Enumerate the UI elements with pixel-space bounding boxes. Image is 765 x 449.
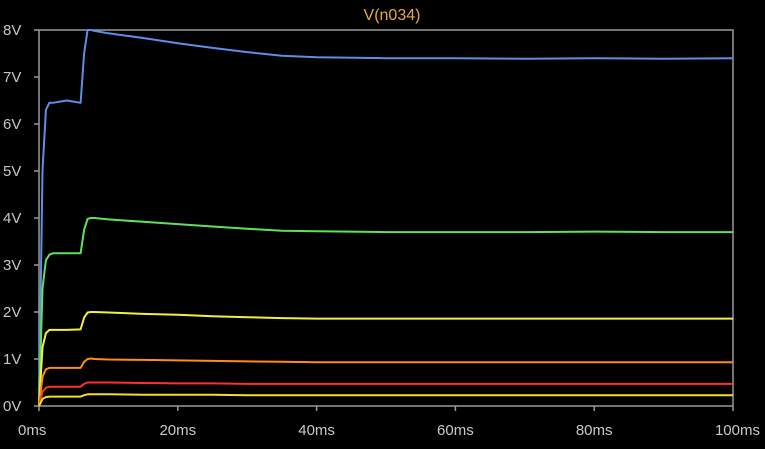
y-tick-label: 1V — [3, 351, 21, 368]
y-tick-label: 7V — [3, 69, 21, 86]
series-line-4 — [38, 357, 733, 407]
tick-marks — [34, 29, 734, 411]
x-tick-labels: 0ms 20ms 40ms 60ms 80ms 100ms — [18, 422, 760, 439]
y-tick-label: 3V — [3, 257, 21, 274]
x-tick-label: 20ms — [159, 422, 196, 439]
x-tick-label: 80ms — [576, 422, 613, 439]
y-tick-label: 5V — [3, 163, 21, 180]
series-line-3 — [38, 311, 733, 407]
chart-title: V(n034) — [364, 7, 421, 24]
x-tick-label: 40ms — [298, 422, 335, 439]
x-tick-label: 60ms — [437, 422, 474, 439]
y-tick-label: 2V — [3, 304, 21, 321]
y-tick-label: 4V — [3, 210, 21, 227]
y-tick-label: 0V — [3, 398, 21, 415]
y-tick-label: 6V — [3, 116, 21, 133]
series-lines — [38, 29, 734, 407]
series-line-6 — [38, 393, 733, 407]
series-line-5 — [38, 381, 733, 407]
x-tick-label: 100ms — [715, 422, 760, 439]
x-tick-label: 0ms — [18, 422, 46, 439]
plot-frame — [38, 29, 734, 407]
series-line-2 — [38, 217, 733, 407]
y-tick-label: 8V — [3, 22, 21, 39]
series-line-1 — [38, 29, 734, 407]
y-tick-labels: 0V 1V 2V 3V 4V 5V 6V 7V 8V — [3, 22, 21, 415]
